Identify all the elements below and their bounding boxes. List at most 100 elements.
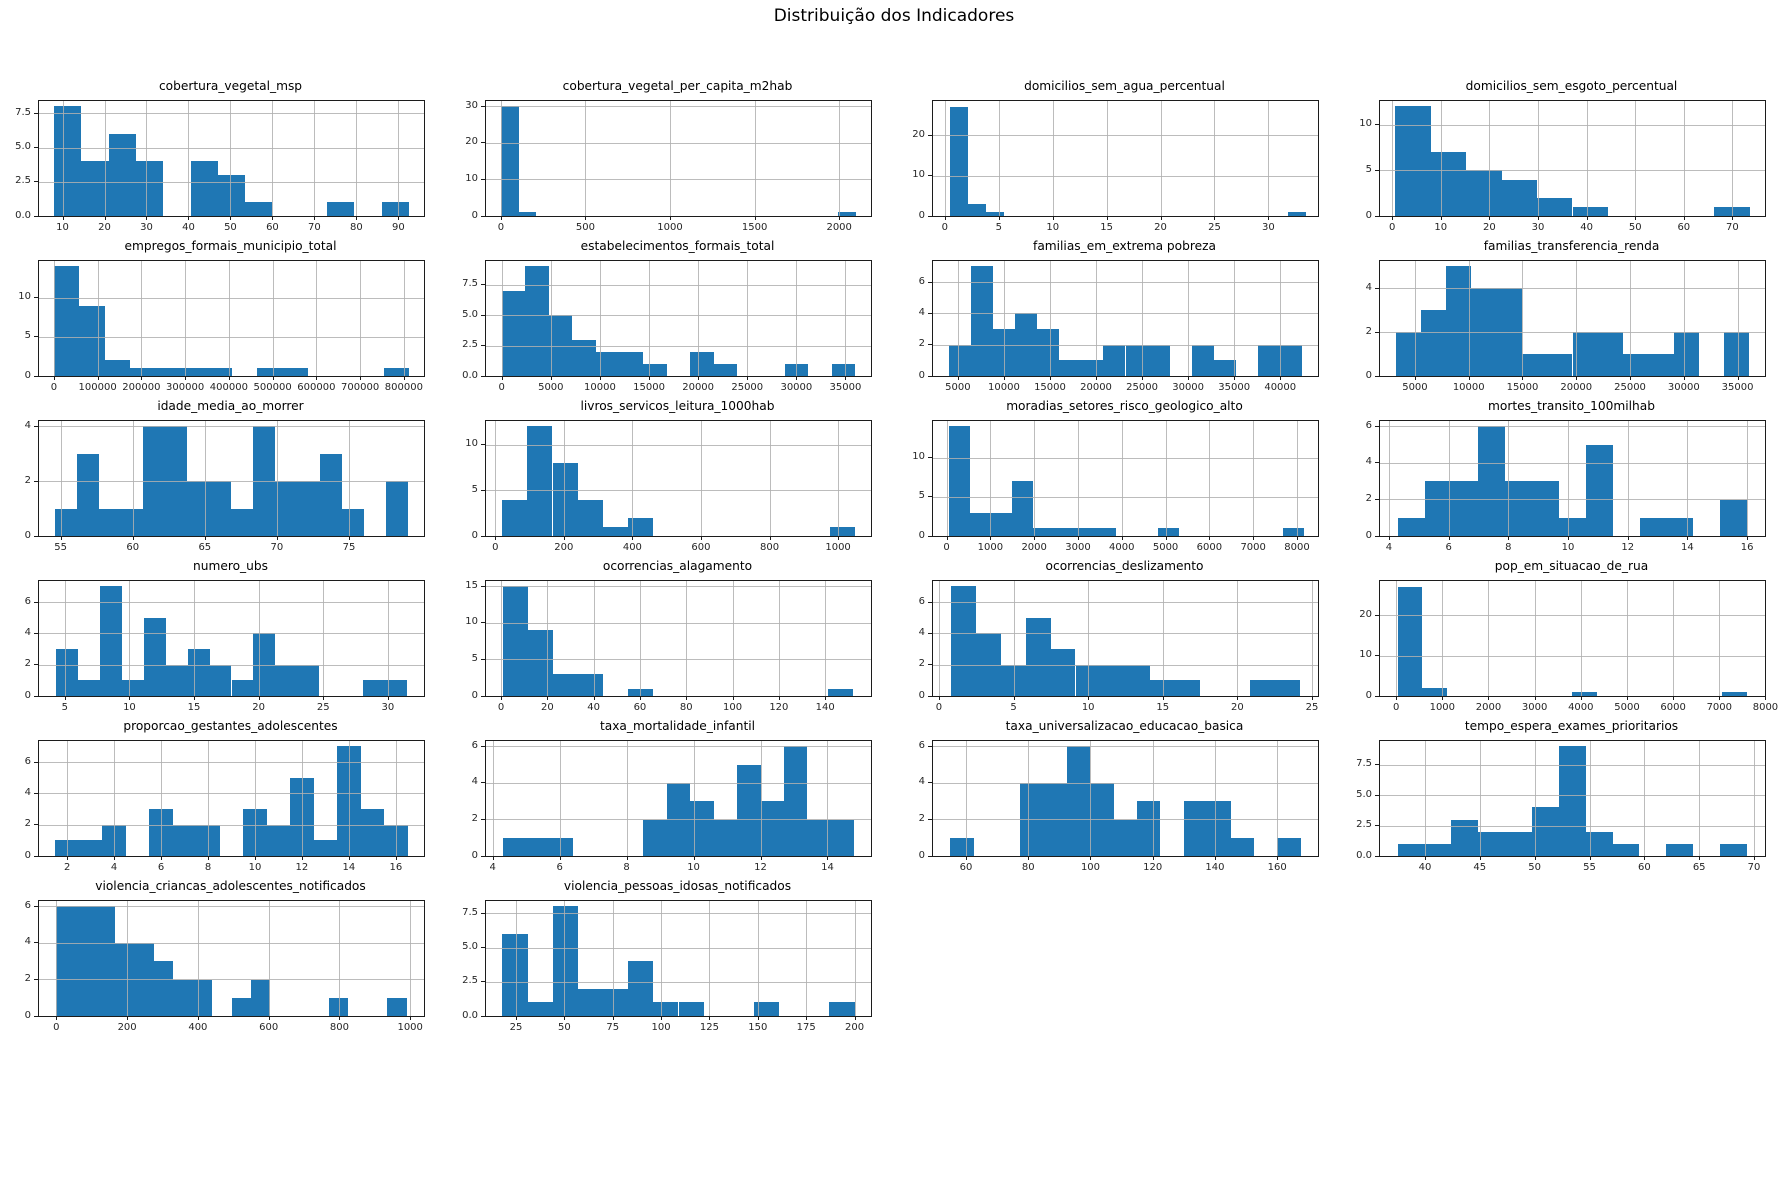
chart-livros-servicos-leitura-1000hab: livros_servicos_leitura_1000hab 0 200 400 60… xyxy=(447,390,894,553)
plot-area xyxy=(485,740,872,857)
histogram-bar xyxy=(1075,664,1101,696)
x-tick-mark xyxy=(1162,696,1164,700)
gridline-horizontal xyxy=(39,762,424,764)
x-tick-mark xyxy=(188,216,190,220)
y-tick-mark xyxy=(1375,498,1379,500)
x-tick-mark xyxy=(946,536,948,540)
x-tick-label: 25 xyxy=(316,702,330,713)
x-tick-label: 25 xyxy=(1305,702,1319,713)
x-tick-mark xyxy=(661,1016,663,1020)
x-tick-mark xyxy=(1747,536,1749,540)
x-tick-label: 55 xyxy=(1583,862,1596,873)
y-tick-label: 5 xyxy=(24,330,31,342)
y-tick-label: 4 xyxy=(1365,281,1372,293)
x-tick-label: 10000 xyxy=(1452,382,1485,393)
histogram-bar xyxy=(360,809,385,856)
gridline-horizontal xyxy=(933,344,1318,346)
y-tick-label: 2 xyxy=(918,812,925,824)
histogram-bar xyxy=(628,961,654,1016)
histogram-bar xyxy=(143,617,166,696)
y-tick-label: 30 xyxy=(465,99,478,111)
x-tick-mark xyxy=(348,856,350,860)
subplot-title: cobertura_vegetal_per_capita_m2hab xyxy=(562,79,793,93)
histogram-bar xyxy=(784,363,809,376)
chart-violencia-pessoas-idosas-notificados: violencia_pessoas_idosas_notificados 25 50… xyxy=(447,870,894,1033)
gridline-vertical xyxy=(1296,421,1298,536)
y-tick-label: 0.0 xyxy=(1356,849,1372,861)
chart-taxa-universalizacao-educacao-basica: taxa_universalizacao_educacao_basica 60 80… xyxy=(894,710,1341,873)
histogram-bar xyxy=(838,212,857,216)
histogram-bar xyxy=(678,1002,704,1016)
gridline-vertical xyxy=(1013,581,1015,696)
histogram-bar xyxy=(1395,106,1431,216)
x-tick-label: 40 xyxy=(1418,862,1432,873)
histogram-bar xyxy=(990,512,1012,536)
x-tick-label: 80 xyxy=(350,222,363,233)
histogram-bar xyxy=(1714,206,1750,216)
x-tick-mark xyxy=(268,1016,270,1020)
histogram-bar xyxy=(231,997,251,1016)
y-tick-mark xyxy=(34,632,38,634)
x-tick-label: 80 xyxy=(1021,862,1035,873)
x-tick-label: 50 xyxy=(1628,222,1642,233)
subplot-title: idade_media_ao_morrer xyxy=(157,399,304,413)
gridline-vertical xyxy=(649,261,651,376)
chart-familias-transferencia-renda: familias_transferencia_renda 5000 10000 150… xyxy=(1341,230,1788,393)
histogram-bar xyxy=(1283,528,1305,536)
histogram-bar xyxy=(209,481,232,536)
chart-familias-em-extrema-pobreza: familias_em_extrema pobreza 5000 10000 1500… xyxy=(894,230,1341,393)
histogram-bar xyxy=(341,508,364,536)
gridline-vertical xyxy=(547,581,549,696)
x-tick-mark xyxy=(838,536,840,540)
y-tick-label: 5.0 xyxy=(462,308,478,320)
gridline-vertical xyxy=(1165,421,1167,536)
histogram-bar xyxy=(643,363,667,376)
y-tick-mark xyxy=(34,792,38,794)
subplot-title: estabelecimentos_formais_total xyxy=(580,239,775,253)
subplot-title: familias_transferencia_renda xyxy=(1483,239,1660,253)
gridline-horizontal xyxy=(39,336,424,338)
y-tick-label: 2.5 xyxy=(462,975,478,987)
x-tick-mark xyxy=(1719,696,1721,700)
y-tick-label: 10 xyxy=(912,451,925,463)
gridline-vertical xyxy=(946,421,948,536)
gridline-vertical xyxy=(1508,421,1510,536)
histogram-bar xyxy=(1505,831,1532,856)
histogram-bar xyxy=(1537,197,1573,216)
x-tick-mark xyxy=(593,696,595,700)
histogram-bar xyxy=(282,368,308,376)
gridline-vertical xyxy=(495,421,497,536)
histogram-bar xyxy=(1623,354,1649,376)
y-tick-mark xyxy=(34,664,38,666)
histogram-bar xyxy=(527,426,553,536)
x-tick-label: 0 xyxy=(1392,702,1400,713)
histogram-bar xyxy=(830,819,855,856)
x-tick-label: 6000 xyxy=(1196,542,1223,553)
y-tick-mark xyxy=(481,658,485,660)
histogram-bar xyxy=(1147,344,1170,376)
x-tick-label: 600 xyxy=(259,1022,279,1033)
y-tick-mark xyxy=(928,375,932,377)
x-tick-mark xyxy=(495,536,497,540)
histogram-bar xyxy=(55,649,78,696)
gridline-vertical xyxy=(700,421,702,536)
x-tick-mark xyxy=(1683,376,1685,380)
gridline-vertical xyxy=(564,901,566,1016)
x-tick-label: 1000 xyxy=(657,222,683,233)
x-tick-label: 14 xyxy=(821,862,834,873)
y-tick-mark xyxy=(928,344,932,346)
gridline-horizontal xyxy=(39,793,424,795)
x-tick-label: 8000 xyxy=(1284,542,1310,553)
gridline-vertical xyxy=(1280,261,1282,376)
gridline-vertical xyxy=(194,581,196,696)
histogram-bar xyxy=(1249,680,1275,696)
x-tick-mark xyxy=(1096,376,1098,380)
histogram-bar xyxy=(643,819,667,856)
gridline-horizontal xyxy=(39,481,424,483)
histogram-bar xyxy=(385,680,408,696)
gridline-vertical xyxy=(360,261,362,376)
x-tick-mark xyxy=(612,1016,614,1020)
gridline-vertical xyxy=(1077,421,1079,536)
x-tick-label: 5 xyxy=(995,222,1002,233)
gridline-vertical xyxy=(1737,261,1739,376)
